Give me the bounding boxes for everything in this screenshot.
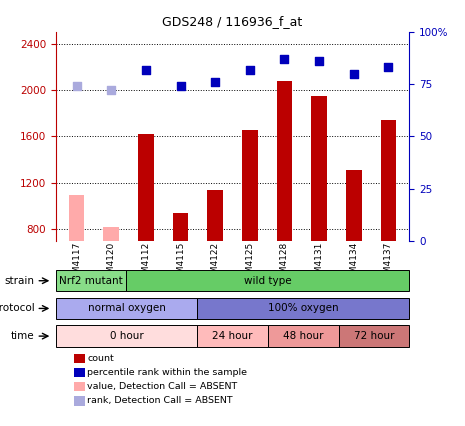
Bar [173, 213, 188, 241]
Point [315, 58, 323, 65]
Text: time: time [11, 331, 34, 341]
Bar [69, 196, 84, 241]
Text: percentile rank within the sample: percentile rank within the sample [87, 368, 247, 377]
Text: strain: strain [5, 276, 34, 286]
Point [142, 66, 150, 73]
Text: 24 hour: 24 hour [212, 331, 253, 341]
Bar [103, 227, 119, 241]
Text: normal oxygen: normal oxygen [87, 303, 166, 314]
Point [107, 87, 115, 94]
Bar [312, 96, 327, 241]
Text: Nrf2 mutant: Nrf2 mutant [59, 276, 123, 286]
Point [350, 70, 358, 77]
FancyBboxPatch shape [268, 325, 339, 347]
FancyBboxPatch shape [126, 270, 409, 291]
Text: wild type: wild type [244, 276, 292, 286]
FancyBboxPatch shape [339, 325, 409, 347]
Bar [381, 120, 396, 241]
Text: value, Detection Call = ABSENT: value, Detection Call = ABSENT [87, 382, 238, 391]
Bar [277, 81, 292, 241]
Bar [242, 130, 258, 241]
FancyBboxPatch shape [56, 270, 126, 291]
Point [281, 56, 288, 63]
Point [73, 83, 80, 89]
Point [246, 66, 253, 73]
Bar [346, 170, 362, 241]
FancyBboxPatch shape [197, 325, 268, 347]
Text: 72 hour: 72 hour [353, 331, 394, 341]
Text: count: count [87, 354, 114, 363]
Point [177, 83, 184, 89]
Bar [138, 134, 153, 241]
Point [385, 64, 392, 71]
FancyBboxPatch shape [56, 325, 197, 347]
Point [212, 79, 219, 86]
Text: protocol: protocol [0, 303, 34, 314]
Text: 100% oxygen: 100% oxygen [268, 303, 339, 314]
Bar [207, 190, 223, 241]
FancyBboxPatch shape [56, 298, 197, 319]
Text: rank, Detection Call = ABSENT: rank, Detection Call = ABSENT [87, 396, 233, 406]
Text: 48 hour: 48 hour [283, 331, 324, 341]
FancyBboxPatch shape [197, 298, 409, 319]
Text: 0 hour: 0 hour [110, 331, 143, 341]
Text: GDS248 / 116936_f_at: GDS248 / 116936_f_at [162, 15, 303, 28]
